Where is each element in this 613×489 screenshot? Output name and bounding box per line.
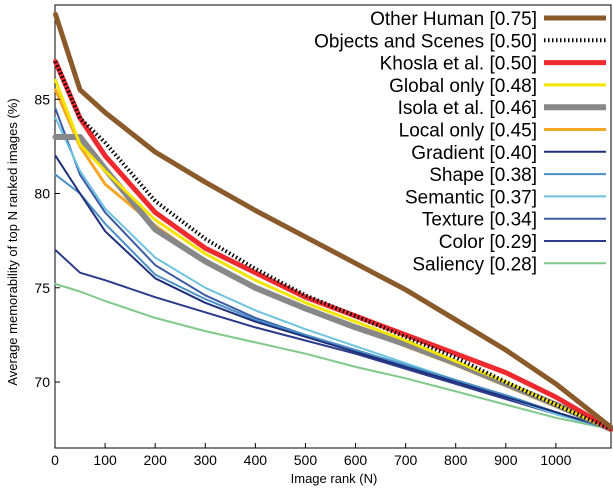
legend-label: Semantic [0.37] xyxy=(405,187,537,208)
series-line-3 xyxy=(54,78,613,431)
x-tick-label: 700 xyxy=(394,452,418,468)
series-line-1 xyxy=(53,60,612,431)
y-tick-label: 70 xyxy=(34,374,50,390)
x-tick-label: 400 xyxy=(244,452,268,468)
x-tick-label: 200 xyxy=(144,452,168,468)
y-tick-label: 75 xyxy=(34,280,50,296)
series-line-7 xyxy=(54,173,612,431)
series-layer xyxy=(52,11,613,433)
y-axis-label: Average memorability of top N ranked ima… xyxy=(5,98,20,385)
x-tick-label: 1000 xyxy=(540,452,571,468)
series-line-0 xyxy=(53,11,613,430)
legend-label: Saliency [0.28] xyxy=(412,254,537,275)
legend-label: Khosla et al. [0.50] xyxy=(380,54,537,75)
legend-label: Objects and Scenes [0.50] xyxy=(314,31,537,52)
series-line-11 xyxy=(54,283,612,431)
legend-label: Isola et al. [0.46] xyxy=(398,98,537,119)
y-tick-label: 80 xyxy=(34,186,50,202)
legend-label: Gradient [0.40] xyxy=(411,143,537,164)
legend-label: Global only [0.48] xyxy=(389,76,537,97)
x-tick-label: 100 xyxy=(93,452,117,468)
legend-label: Local only [0.45] xyxy=(399,121,537,142)
legend-label: Shape [0.38] xyxy=(429,165,537,186)
plot-frame xyxy=(54,4,612,449)
x-tick-label: 900 xyxy=(494,452,518,468)
series-line-6 xyxy=(54,154,612,431)
series-line-10 xyxy=(54,249,612,431)
legend-label: Color [0.29] xyxy=(439,232,537,253)
x-tick-label: 300 xyxy=(194,452,218,468)
x-axis-ticks: 0 100 200 300 400 500 600 700 800 900 1000 xyxy=(51,443,572,468)
x-axis-label: Image rank (N) xyxy=(291,471,378,486)
legend-label: Texture [0.34] xyxy=(422,210,537,231)
x-tick-label: 800 xyxy=(444,452,468,468)
x-tick-label: 0 xyxy=(51,452,59,468)
legend: Other Human [0.75]Objects and Scenes [0.… xyxy=(314,9,606,275)
legend-label: Other Human [0.75] xyxy=(370,9,537,30)
y-tick-label: 85 xyxy=(34,91,50,107)
x-tick-label: 500 xyxy=(294,452,318,468)
x-tick-label: 600 xyxy=(344,452,368,468)
y-axis-ticks: 70 75 80 85 xyxy=(34,91,60,390)
